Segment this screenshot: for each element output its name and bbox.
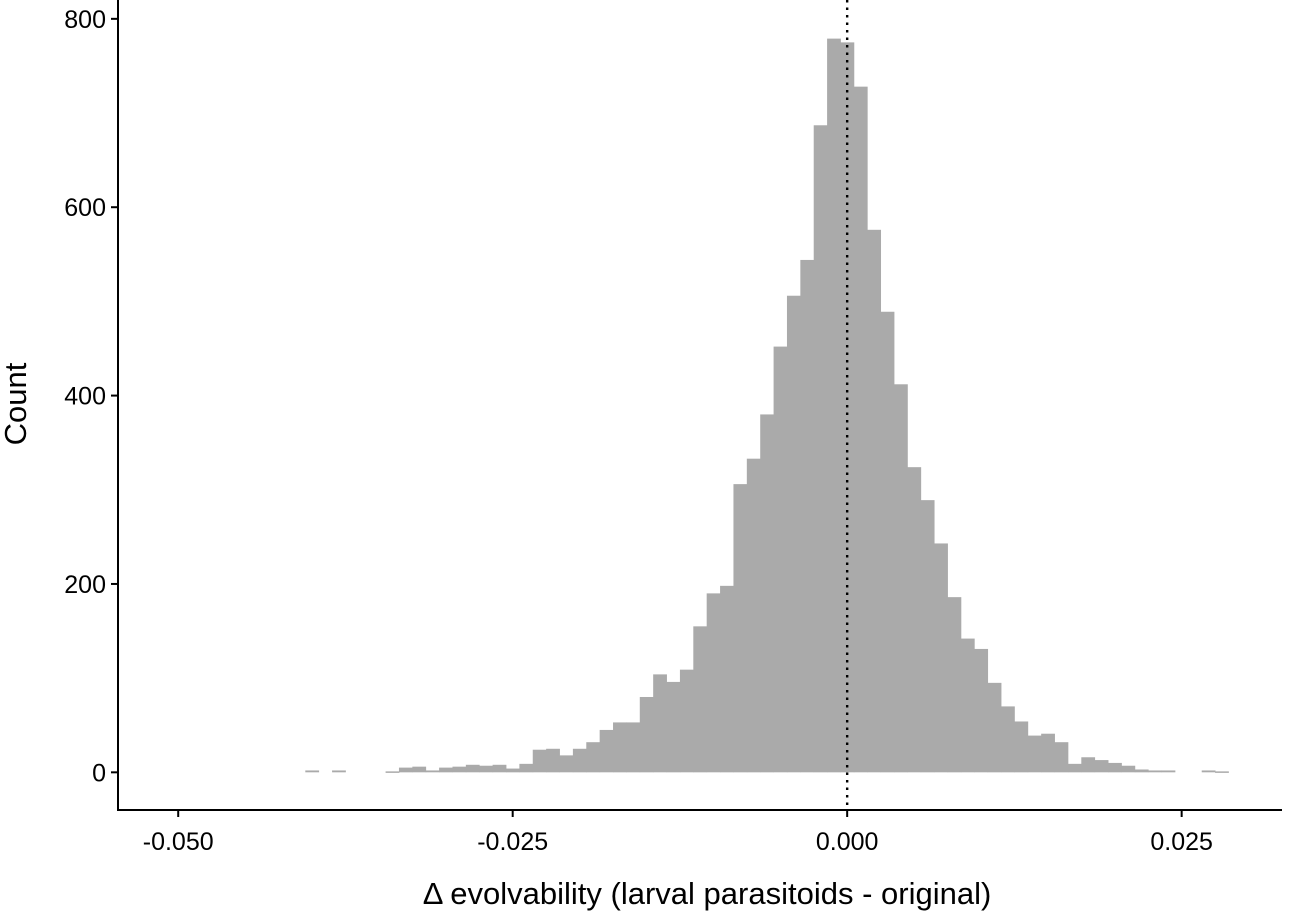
histogram-bar	[1054, 742, 1069, 773]
histogram-bar	[1108, 762, 1122, 773]
histogram-bar	[639, 696, 654, 773]
y-axis-title: Count	[0, 362, 33, 445]
histogram-bar	[506, 768, 520, 773]
histogram-bar	[907, 467, 922, 773]
histogram-bar	[1081, 757, 1096, 773]
y-axis-ticks: 0 200 400 600 800	[64, 6, 118, 787]
histogram-bar	[1148, 770, 1162, 773]
histogram-bar	[398, 767, 413, 773]
histogram-bars	[305, 38, 1229, 773]
histogram-bar	[894, 384, 908, 773]
x-axis-title: Δ evolvability (larval parasitoids - ori…	[423, 876, 992, 911]
x-tick-label: 0.000	[816, 828, 879, 856]
y-tick-label: 600	[64, 194, 106, 222]
histogram-bar	[572, 748, 587, 773]
histogram-bar	[920, 500, 935, 773]
histogram-bar	[653, 674, 667, 773]
histogram-bar	[733, 484, 748, 773]
histogram-bar	[425, 770, 440, 773]
histogram-bar	[385, 771, 400, 773]
histogram-bar	[974, 648, 989, 773]
histogram-bar	[760, 414, 774, 773]
histogram-bar	[1215, 771, 1229, 773]
y-tick-label: 800	[64, 6, 106, 34]
histogram-bar	[987, 682, 1002, 773]
histogram-bar	[479, 765, 494, 773]
histogram-bar	[813, 125, 828, 773]
histogram-bar	[1067, 763, 1082, 773]
histogram-bar	[412, 766, 427, 773]
x-axis-ticks: -0.050 -0.025 0.000 0.025	[143, 810, 1213, 856]
histogram-bar	[465, 764, 480, 773]
x-tick-label: -0.025	[477, 828, 548, 856]
y-tick-label: 200	[64, 571, 106, 599]
histogram-bar	[853, 86, 868, 773]
histogram-bar	[800, 259, 815, 773]
histogram-bar	[492, 764, 507, 773]
histogram-bar	[332, 770, 346, 773]
histogram-bar	[706, 593, 721, 773]
histogram-bar	[1094, 760, 1109, 773]
histogram-bar	[947, 597, 962, 773]
histogram-bar	[1027, 735, 1042, 773]
histogram-bar	[867, 229, 882, 773]
histogram-bar	[532, 749, 547, 773]
y-tick-label: 0	[92, 759, 106, 787]
histogram-bar	[746, 458, 761, 773]
histogram-bar	[599, 729, 614, 773]
histogram-bar	[934, 543, 948, 773]
histogram-bar	[613, 722, 627, 773]
histogram-bar	[1014, 721, 1029, 773]
histogram-bar	[679, 669, 694, 773]
histogram-bar	[439, 767, 453, 773]
histogram-bar	[1121, 765, 1136, 773]
histogram-bar	[519, 763, 534, 773]
histogram-bar	[827, 38, 841, 773]
histogram-bar	[305, 770, 320, 773]
y-tick-label: 400	[64, 383, 106, 411]
histogram-bar	[586, 742, 601, 773]
histogram-bar	[720, 585, 734, 773]
histogram-bar	[626, 722, 641, 773]
histogram-bar	[773, 346, 788, 773]
histogram-bar	[666, 681, 681, 773]
histogram-bar	[1134, 769, 1149, 773]
histogram-bar	[559, 755, 574, 773]
histogram-bar	[452, 766, 467, 773]
histogram-bar	[546, 748, 560, 773]
histogram-bar	[786, 295, 801, 773]
histogram-bar	[880, 311, 895, 773]
histogram-bar	[1161, 770, 1176, 773]
x-tick-label: -0.050	[143, 828, 214, 856]
histogram-bar	[693, 626, 708, 773]
histogram-bar	[1201, 770, 1216, 773]
x-tick-label: 0.025	[1150, 828, 1213, 856]
histogram-bar	[960, 638, 975, 773]
histogram-bar	[1041, 733, 1055, 773]
histogram-bar	[1001, 706, 1015, 773]
